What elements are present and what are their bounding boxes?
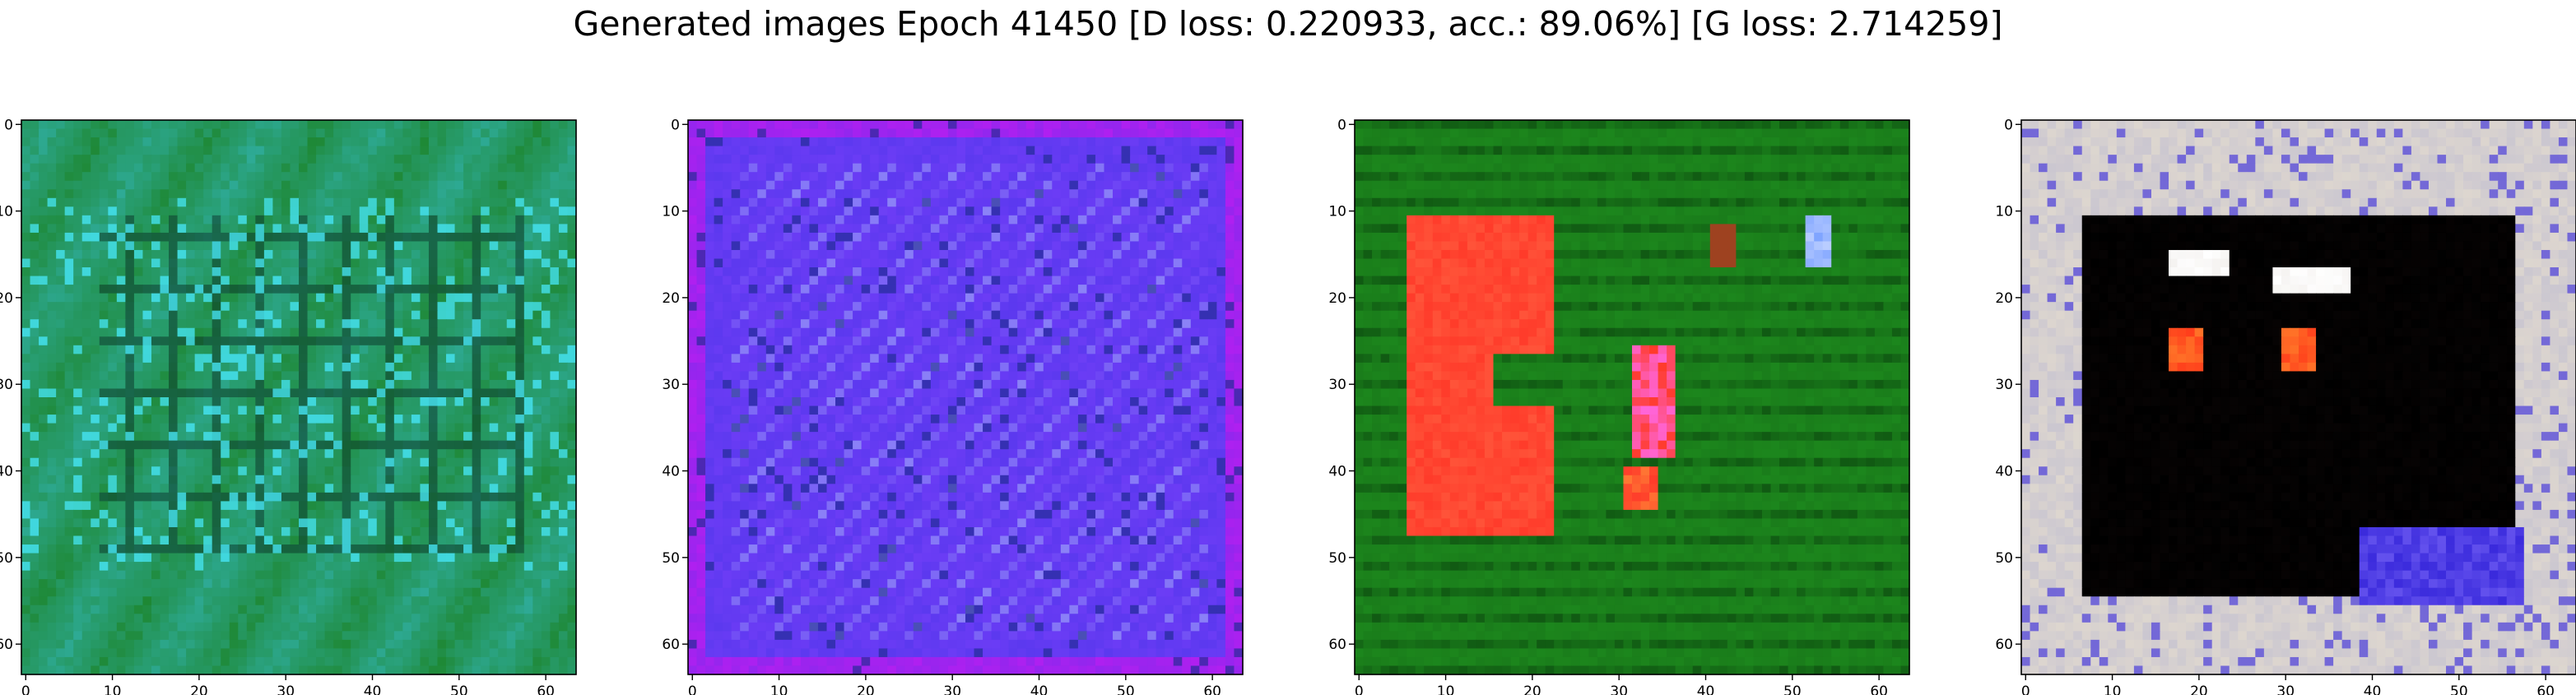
x-tick-label: 40 [2364, 683, 2382, 695]
y-tick-label: 40 [0, 464, 13, 480]
generated-image-1-axes: 0 10 20 30 40 50 60 0 10 20 30 40 50 60 [0, 117, 577, 695]
x-tick-label: 20 [857, 683, 875, 695]
y-tick-label: 40 [1995, 464, 2013, 480]
y-tick-label: 50 [0, 550, 13, 567]
x-tick-label: 10 [2104, 683, 2122, 695]
generated-image-2 [688, 120, 1244, 675]
y-tick-label: 20 [662, 290, 680, 307]
generated-image-1-frame [21, 119, 577, 675]
x-tick-label: 50 [1117, 683, 1135, 695]
y-tick-label: 50 [1328, 550, 1346, 567]
x-tick-label: 60 [1203, 683, 1221, 695]
x-tick-label: 0 [1355, 683, 1364, 695]
y-tick-label: 30 [1995, 377, 2013, 393]
x-tick-label: 0 [21, 683, 30, 695]
x-tick-label: 40 [364, 683, 382, 695]
generated-image-4-frame [2020, 119, 2576, 675]
y-tick-label: 40 [662, 464, 680, 480]
generated-image-3-frame [1354, 119, 1910, 675]
y-tick-label: 60 [662, 637, 680, 653]
generated-image-1 [21, 120, 577, 675]
y-tick-label: 0 [1337, 117, 1346, 133]
y-tick-label: 50 [1995, 550, 2013, 567]
y-tick-label: 20 [1995, 290, 2013, 307]
y-tick-label: 0 [4, 117, 13, 133]
x-tick-label: 50 [2450, 683, 2468, 695]
x-tick-label: 20 [2190, 683, 2208, 695]
generated-image-4-axes: 0 10 20 30 40 50 60 0 10 20 30 40 50 60 [1995, 117, 2576, 695]
y-tick-label: 60 [0, 637, 13, 653]
y-tick-label: 10 [1995, 204, 2013, 220]
y-tick-label: 10 [1328, 204, 1346, 220]
y-tick-label: 10 [0, 204, 13, 220]
y-tick-label: 30 [662, 377, 680, 393]
x-tick-label: 60 [1870, 683, 1888, 695]
y-tick-label: 60 [1995, 637, 2013, 653]
y-tick-label: 50 [662, 550, 680, 567]
y-tick-label: 0 [2004, 117, 2013, 133]
x-tick-label: 40 [1030, 683, 1049, 695]
x-tick-label: 0 [688, 683, 697, 695]
x-tick-label: 60 [2536, 683, 2555, 695]
x-tick-label: 60 [537, 683, 555, 695]
x-tick-label: 10 [104, 683, 122, 695]
generated-image-2-frame [687, 119, 1244, 675]
y-tick-label: 0 [671, 117, 680, 133]
y-tick-label: 30 [1328, 377, 1346, 393]
y-tick-label: 30 [0, 377, 13, 393]
x-tick-label: 50 [1783, 683, 1802, 695]
y-tick-label: 40 [1328, 464, 1346, 480]
generated-image-3-axes: 0 10 20 30 40 50 60 0 10 20 30 40 50 60 [1328, 117, 1910, 695]
x-tick-label: 40 [1697, 683, 1715, 695]
x-tick-label: 0 [2021, 683, 2030, 695]
x-tick-label: 20 [190, 683, 208, 695]
x-tick-label: 10 [770, 683, 788, 695]
generated-image-3 [1355, 120, 1910, 675]
x-tick-label: 30 [1610, 683, 1628, 695]
figure-title: Generated images Epoch 41450 [D loss: 0.… [573, 4, 2003, 44]
y-tick-label: 20 [0, 290, 13, 307]
x-tick-label: 30 [277, 683, 295, 695]
x-tick-label: 30 [2276, 683, 2295, 695]
generated-image-2-axes: 0 10 20 30 40 50 60 0 10 20 30 40 50 60 [662, 117, 1244, 695]
x-tick-label: 50 [450, 683, 468, 695]
y-tick-label: 10 [662, 204, 680, 220]
x-tick-label: 10 [1437, 683, 1455, 695]
generated-image-4 [2021, 120, 2576, 675]
x-tick-label: 20 [1523, 683, 1541, 695]
x-tick-label: 30 [943, 683, 961, 695]
y-tick-label: 60 [1328, 637, 1346, 653]
y-tick-label: 20 [1328, 290, 1346, 307]
